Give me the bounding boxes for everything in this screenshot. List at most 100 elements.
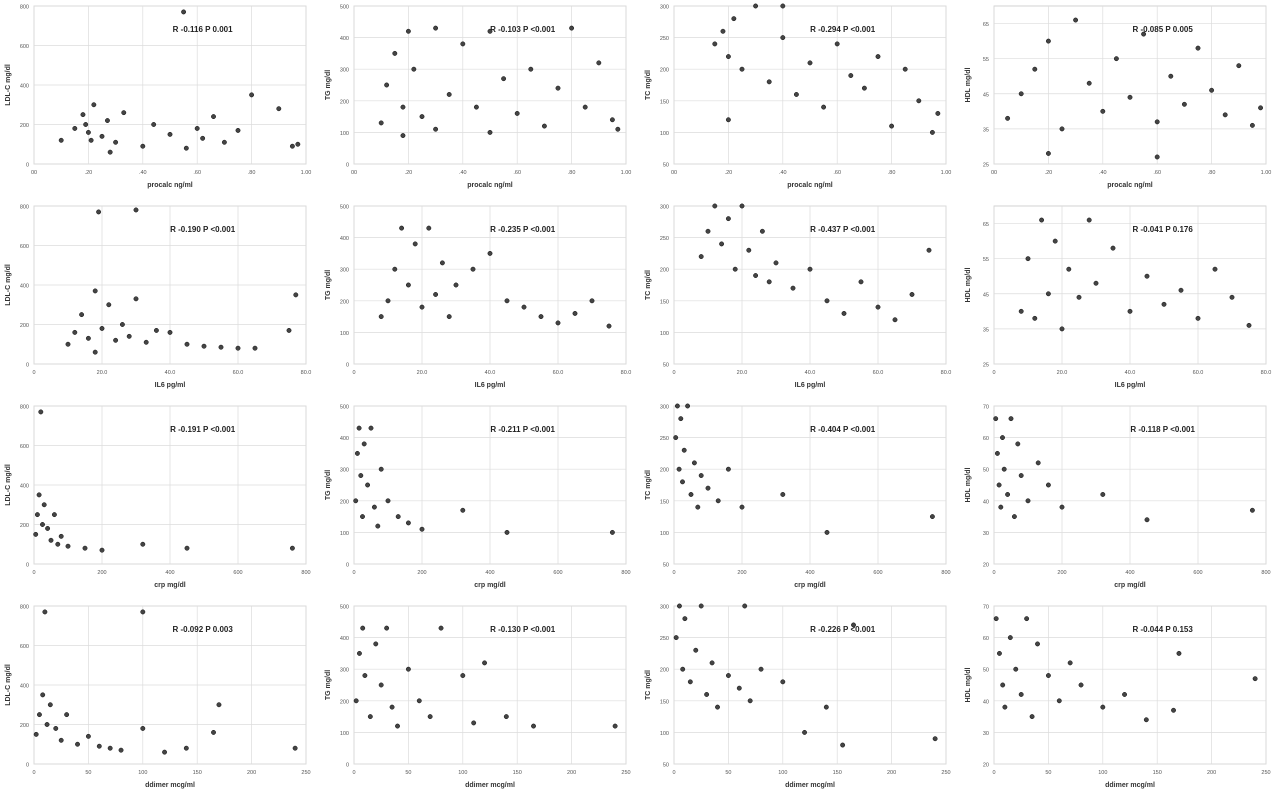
data-point bbox=[211, 729, 216, 735]
data-point bbox=[504, 529, 510, 535]
data-point bbox=[929, 129, 935, 135]
y-tick-label: 200 bbox=[340, 99, 349, 105]
x-tick-label: .60 bbox=[1153, 170, 1161, 176]
correlation-annotation: R -0.294 P <0.001 bbox=[810, 25, 876, 34]
data-point bbox=[365, 482, 371, 488]
data-point bbox=[385, 498, 391, 504]
x-tick-label: 200 bbox=[737, 570, 746, 576]
y-axis-label: TG mg/dl bbox=[325, 270, 332, 300]
y-axis-label: TG mg/dl bbox=[325, 70, 332, 100]
data-point bbox=[47, 702, 53, 708]
data-point bbox=[201, 343, 207, 349]
y-tick-label: 400 bbox=[340, 636, 349, 642]
data-point bbox=[1032, 315, 1038, 321]
data-point bbox=[902, 66, 908, 72]
data-point bbox=[780, 492, 786, 497]
data-point bbox=[1144, 273, 1150, 279]
y-axis-label: TC mg/dl bbox=[645, 70, 652, 100]
data-point bbox=[367, 714, 373, 720]
y-tick-label: 500 bbox=[340, 205, 349, 211]
x-axis-label: ddimer mcg/ml bbox=[145, 782, 195, 789]
x-tick-label: 80.0 bbox=[941, 370, 952, 376]
data-point bbox=[715, 498, 721, 504]
data-point bbox=[385, 298, 391, 304]
data-point bbox=[106, 302, 112, 308]
correlation-annotation: R -0.437 P <0.001 bbox=[810, 225, 876, 234]
data-point bbox=[48, 537, 54, 543]
data-point bbox=[45, 526, 51, 531]
data-point bbox=[289, 545, 295, 551]
x-tick-label: 20.0 bbox=[1057, 370, 1068, 376]
x-tick-label: 0 bbox=[992, 570, 995, 576]
data-point bbox=[358, 473, 364, 478]
data-point bbox=[612, 723, 618, 729]
y-tick-label: 55 bbox=[983, 257, 989, 263]
y-tick-label: 250 bbox=[660, 436, 669, 442]
y-tick-label: 20 bbox=[983, 763, 989, 769]
data-point bbox=[1000, 682, 1006, 688]
x-axis-label: procalc ng/ml bbox=[1107, 182, 1153, 189]
correlation-annotation: R -0.130 P <0.001 bbox=[490, 625, 556, 634]
data-point bbox=[935, 110, 941, 116]
data-point bbox=[378, 120, 384, 126]
data-point bbox=[85, 335, 91, 341]
data-point bbox=[378, 682, 384, 688]
x-tick-label: 150 bbox=[1153, 770, 1162, 776]
y-tick-label: 500 bbox=[340, 405, 349, 411]
x-tick-label: 40.0 bbox=[805, 370, 816, 376]
data-point bbox=[293, 292, 299, 298]
y-axis-label: LDL-C mg/dl bbox=[5, 264, 12, 306]
data-point bbox=[793, 92, 799, 97]
data-point bbox=[736, 685, 742, 691]
data-point bbox=[596, 60, 602, 66]
data-point bbox=[1018, 473, 1024, 478]
data-point bbox=[1161, 301, 1167, 307]
data-point bbox=[674, 403, 680, 409]
data-point bbox=[1045, 151, 1051, 156]
data-point bbox=[725, 54, 731, 60]
data-point bbox=[802, 729, 808, 735]
data-point bbox=[1024, 616, 1030, 622]
data-point bbox=[840, 742, 846, 748]
data-point bbox=[1209, 87, 1215, 93]
data-point bbox=[85, 129, 91, 135]
data-point bbox=[392, 50, 398, 56]
data-point bbox=[292, 745, 298, 751]
y-tick-label: 150 bbox=[660, 99, 669, 105]
y-axis-label: LDL-C mg/dl bbox=[5, 664, 12, 706]
data-point bbox=[1067, 660, 1073, 666]
data-point bbox=[993, 616, 999, 622]
data-point bbox=[1035, 460, 1041, 466]
data-point bbox=[1195, 45, 1201, 51]
data-point bbox=[167, 329, 173, 335]
x-tick-label: 60.0 bbox=[553, 370, 564, 376]
data-point bbox=[104, 118, 110, 124]
data-point bbox=[753, 273, 759, 278]
data-point bbox=[183, 745, 189, 751]
x-tick-label: 50 bbox=[405, 770, 411, 776]
data-point bbox=[1000, 435, 1005, 441]
correlation-annotation: R -0.041 P 0.176 bbox=[1132, 225, 1193, 234]
data-point bbox=[1076, 294, 1082, 300]
data-point bbox=[875, 54, 881, 60]
y-tick-label: 150 bbox=[660, 299, 669, 305]
data-point bbox=[235, 345, 241, 351]
data-point bbox=[704, 692, 710, 697]
data-point bbox=[504, 298, 510, 304]
y-tick-label: 50 bbox=[663, 363, 669, 369]
data-point bbox=[405, 282, 411, 288]
y-tick-label: 200 bbox=[660, 68, 669, 74]
correlation-annotation: R -0.044 P 0.153 bbox=[1132, 625, 1193, 634]
x-tick-label: 0 bbox=[32, 370, 35, 376]
x-tick-label: 0 bbox=[672, 370, 675, 376]
data-point bbox=[1154, 119, 1160, 125]
correlation-annotation: R -0.404 P <0.001 bbox=[810, 425, 876, 434]
data-point bbox=[252, 345, 258, 351]
data-point bbox=[113, 139, 119, 145]
x-tick-label: 80.0 bbox=[1261, 370, 1272, 376]
data-point bbox=[96, 209, 102, 215]
data-point bbox=[698, 254, 704, 260]
data-point bbox=[848, 73, 854, 78]
y-tick-label: 60 bbox=[983, 436, 989, 442]
data-point bbox=[460, 673, 466, 678]
